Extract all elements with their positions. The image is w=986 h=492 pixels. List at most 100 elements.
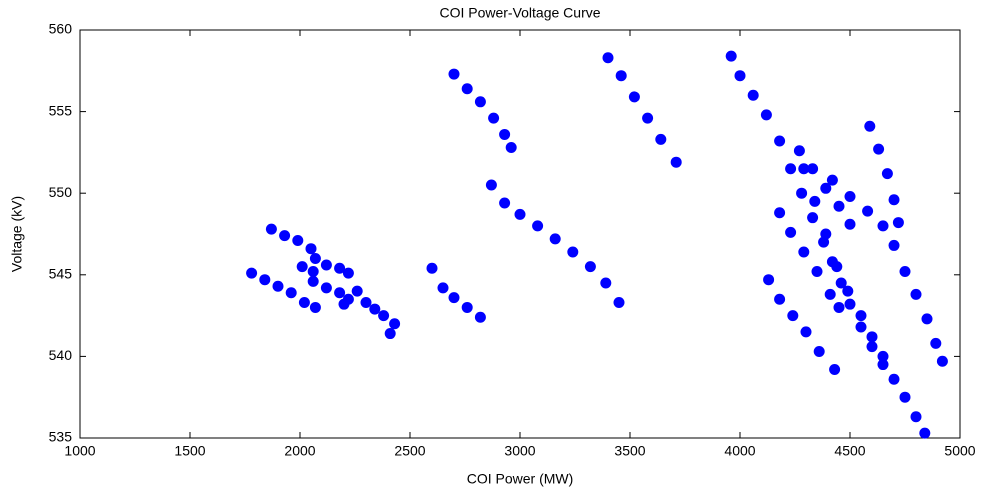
point — [866, 341, 878, 353]
point — [881, 168, 893, 180]
point — [835, 277, 847, 289]
point — [877, 220, 889, 232]
point — [734, 70, 746, 82]
point — [549, 233, 561, 245]
x-tick-label: 3500 — [614, 443, 645, 459]
point — [351, 285, 363, 297]
point — [855, 310, 867, 322]
point — [862, 205, 874, 217]
point — [292, 235, 304, 247]
point — [820, 182, 832, 194]
x-tick-label: 1500 — [174, 443, 205, 459]
point — [910, 288, 922, 300]
point — [844, 218, 856, 230]
point — [499, 128, 511, 140]
y-tick-label: 560 — [49, 21, 73, 37]
point — [774, 207, 786, 219]
y-tick-label: 535 — [49, 429, 73, 445]
point — [892, 217, 904, 229]
point — [613, 297, 625, 309]
point — [628, 91, 640, 103]
point — [824, 288, 836, 300]
point — [514, 208, 526, 220]
point — [807, 212, 819, 224]
plot-frame — [79, 29, 961, 439]
point — [864, 120, 876, 132]
point — [384, 328, 396, 340]
point — [793, 145, 805, 157]
point — [936, 355, 948, 367]
point — [437, 282, 449, 294]
point — [259, 274, 271, 286]
point — [320, 259, 332, 271]
point — [615, 70, 627, 82]
point — [488, 112, 500, 124]
point — [272, 280, 284, 292]
point — [461, 301, 473, 313]
point — [461, 83, 473, 95]
x-tick-label: 4500 — [834, 443, 865, 459]
point — [655, 133, 667, 145]
point — [888, 194, 900, 206]
point — [389, 318, 401, 330]
point — [334, 287, 346, 299]
point — [307, 266, 319, 278]
x-tick-label: 1000 — [64, 443, 95, 459]
point — [285, 287, 297, 299]
point — [921, 313, 933, 325]
point — [877, 350, 889, 362]
point — [899, 391, 911, 403]
point — [888, 239, 900, 251]
point — [833, 200, 845, 212]
point — [787, 310, 799, 322]
point — [844, 298, 856, 310]
point — [811, 266, 823, 278]
y-axis-label: Voltage (kV) — [9, 196, 25, 272]
point — [820, 228, 832, 240]
point — [774, 293, 786, 305]
point — [602, 52, 614, 64]
point — [785, 163, 797, 175]
point — [842, 285, 854, 297]
point — [844, 190, 856, 202]
point — [505, 142, 517, 154]
point — [813, 346, 825, 358]
point — [309, 301, 321, 313]
point — [265, 223, 277, 235]
point — [670, 156, 682, 168]
point — [866, 331, 878, 343]
point — [826, 174, 838, 186]
x-tick-label: 4000 — [724, 443, 755, 459]
point — [338, 298, 350, 310]
point — [899, 266, 911, 278]
point — [320, 282, 332, 294]
y-tick-label: 540 — [49, 347, 73, 363]
point — [309, 252, 321, 264]
point — [369, 303, 381, 315]
point — [448, 68, 460, 80]
point — [279, 230, 291, 242]
x-tick-label: 3000 — [504, 443, 535, 459]
point — [298, 297, 310, 309]
point — [888, 373, 900, 385]
point — [798, 246, 810, 258]
point — [774, 135, 786, 147]
point — [785, 226, 797, 238]
point — [360, 297, 372, 309]
y-tick-label: 555 — [49, 102, 73, 118]
point — [532, 220, 544, 232]
x-tick-label: 5000 — [944, 443, 975, 459]
x-axis-label: COI Power (MW) — [467, 471, 574, 487]
point — [798, 163, 810, 175]
point — [930, 337, 942, 349]
point — [448, 292, 460, 304]
point — [807, 163, 819, 175]
point — [833, 301, 845, 313]
point — [474, 96, 486, 108]
chart-title: COI Power-Voltage Curve — [439, 5, 600, 21]
point — [725, 50, 737, 62]
point — [910, 411, 922, 423]
point — [763, 274, 775, 286]
point — [307, 275, 319, 287]
